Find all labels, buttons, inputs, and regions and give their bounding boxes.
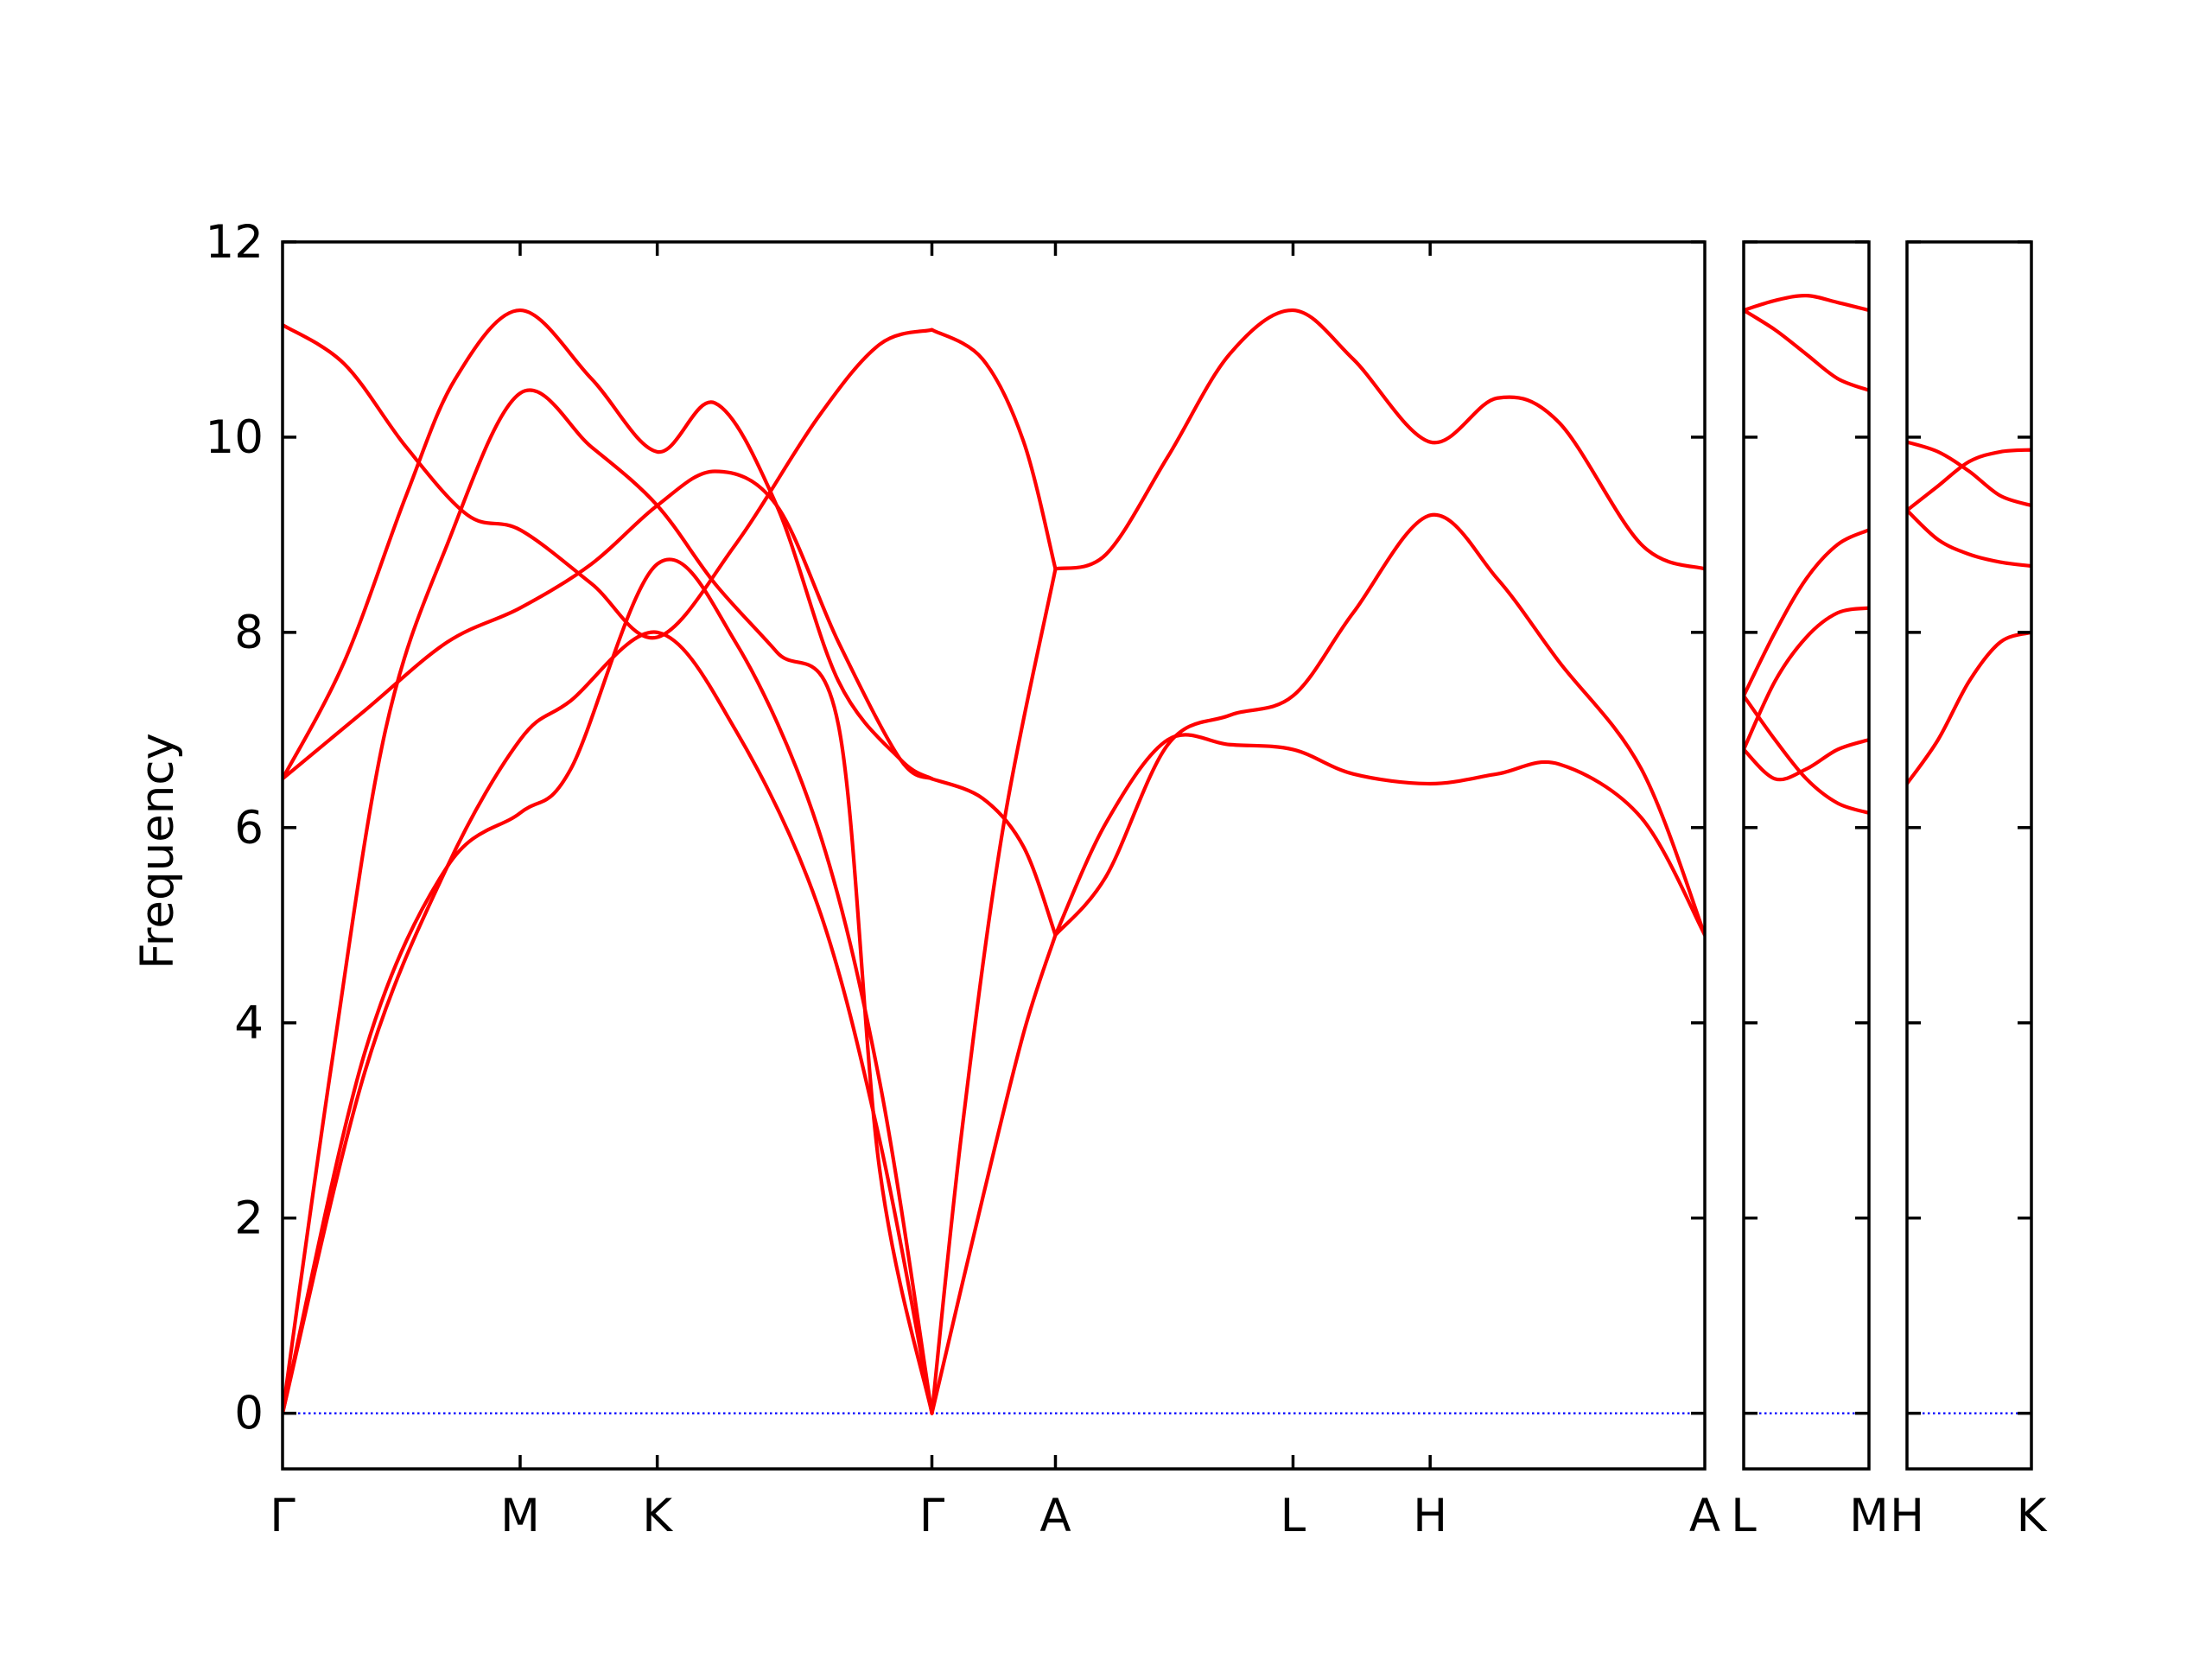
band-line-1-1 (283, 557, 934, 1415)
band-line-3-4 (1907, 630, 2031, 786)
panel-frame (1742, 240, 1871, 1471)
panel-1: Γ M K Γ A L H A 0 2 4 6 8 10 12 (206, 216, 1721, 1542)
x-tick-label: H (1890, 1490, 1924, 1542)
band-line-1-11 (1053, 512, 1705, 938)
y-tick-label: 4 (234, 997, 264, 1050)
panel-frame (1905, 240, 2033, 1471)
band-line-2-2 (1744, 308, 1869, 392)
x-tick-label: K (2017, 1490, 2048, 1542)
band-line-1-6 (283, 322, 934, 640)
band-line-2-1 (1744, 294, 1869, 313)
band-line-1-3 (283, 388, 934, 1415)
band-line-2-3 (1744, 528, 1869, 698)
band-line-1-13 (1053, 308, 1705, 571)
x-tick-label: A (1689, 1490, 1720, 1542)
band-line-2-5 (1744, 694, 1869, 815)
band-line-3-3 (1907, 508, 2031, 569)
band-line-1-10 (930, 327, 1058, 571)
band-line-1-4 (283, 469, 934, 781)
y-tick-label: 10 (206, 411, 264, 464)
band-line-1-2 (283, 630, 934, 1415)
x-tick-label: L (1731, 1490, 1757, 1542)
band-line-1-7 (930, 932, 1058, 1415)
x-tick-label: K (642, 1490, 673, 1542)
panel-frame (281, 240, 1707, 1471)
panel-1-bands (283, 308, 1705, 1415)
x-tick-label: H (1413, 1490, 1447, 1542)
band-line-1-8 (930, 567, 1058, 1415)
band-line-3-1 (1907, 440, 2031, 508)
y-tick-label: 6 (234, 802, 264, 855)
x-tick-label: Γ (919, 1490, 945, 1542)
panel-3-bands (1907, 440, 2031, 786)
y-tick-label: 2 (234, 1192, 264, 1245)
y-tick-label: 12 (206, 216, 264, 269)
x-tick-label: M (500, 1490, 540, 1542)
band-line-1-9 (930, 777, 1058, 938)
band-line-3-2 (1907, 448, 2031, 512)
band-line-1-12 (1053, 733, 1705, 938)
y-axis-title: Frequency (131, 733, 184, 969)
band-line-2-4 (1744, 606, 1869, 752)
x-tick-label: Γ (270, 1490, 296, 1542)
y-tick-label: 8 (234, 607, 264, 659)
panel-2-bands (1744, 294, 1869, 815)
band-line-1-5 (283, 308, 934, 781)
x-tick-label: M (1849, 1490, 1889, 1542)
x-tick-label: A (1039, 1490, 1071, 1542)
x-tick-label: L (1281, 1490, 1306, 1542)
band-line-2-6 (1744, 738, 1869, 782)
y-tick-label: 0 (234, 1388, 264, 1440)
